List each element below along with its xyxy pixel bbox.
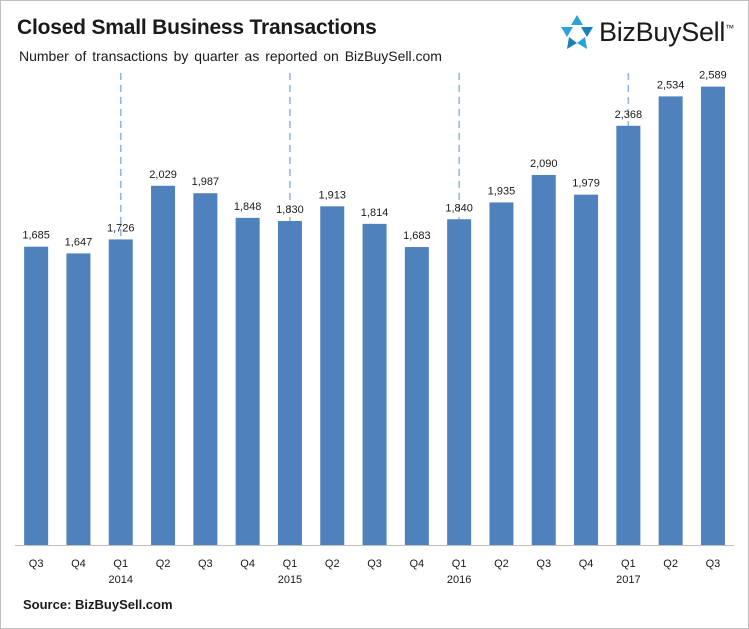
x-tick-label-7: Q2 [325,558,340,570]
bar-0 [24,246,49,545]
value-label-2: 1,726 [107,222,135,234]
x-tick-label-12: Q3 [536,558,551,570]
x-tick-label-2: Q1 [113,558,128,570]
bar-4 [193,193,218,545]
bar-2 [108,239,133,545]
value-label-4: 1,987 [192,176,220,188]
bar-10 [447,219,472,546]
chart-title: Closed Small Business Transactions [17,16,377,39]
value-label-16: 2,589 [699,70,727,82]
source-note: Source: BizBuySell.com [23,597,173,612]
x-tick-label-10: Q1 [452,558,467,570]
bar-13 [574,194,599,545]
bar-14 [616,125,641,545]
value-label-13: 1,979 [572,178,600,190]
x-axis-ticks: Q3 Q4 Q1 2014 Q2 Q3 Q4 Q1 2015 Q2 Q3 Q4 Q1 2016 Q2 Q3 Q4… [29,558,720,586]
value-label-1: 1,647 [65,236,93,248]
value-label-12: 2,090 [530,158,558,170]
bar-11 [489,202,514,545]
value-label-8: 1,814 [361,207,389,219]
bars [24,86,725,546]
x-tick-label-13: Q4 [579,558,594,570]
x-tick-label-8: Q3 [367,558,382,570]
bar-12 [531,174,556,545]
value-label-15: 2,534 [657,79,685,91]
x-tick-label-16: Q3 [706,558,721,570]
bar-8 [362,223,387,546]
x-tick-label-15: Q2 [663,558,678,570]
year-label-2015: 2015 [278,574,302,586]
bar-16 [700,86,725,545]
bizbuysell-logo-text: BizBuySell™ [599,17,734,48]
year-label-2017: 2017 [616,574,640,586]
value-label-9: 1,683 [403,230,431,242]
year-label-2016: 2016 [447,574,471,586]
bar-7 [320,206,345,545]
value-label-0: 1,685 [22,230,50,242]
x-tick-label-3: Q2 [156,558,171,570]
value-label-10: 1,840 [445,202,473,214]
bar-6 [277,221,302,545]
value-label-7: 1,913 [318,189,346,201]
bar-9 [404,247,429,545]
bar-3 [151,185,176,545]
value-labels: 1,685 1,647 1,726 2,029 1,987 1,848 1,830 1,913… [22,70,726,249]
x-tick-label-6: Q1 [283,558,298,570]
bar-5 [235,217,260,545]
x-tick-label-5: Q4 [240,558,255,570]
x-tick-label-4: Q3 [198,558,213,570]
x-tick-label-14: Q1 [621,558,636,570]
bar-15 [658,96,683,545]
value-label-14: 2,368 [615,109,643,121]
value-label-11: 1,935 [488,185,516,197]
x-tick-label-9: Q4 [410,558,425,570]
x-tick-label-11: Q2 [494,558,509,570]
bar-1 [66,253,91,546]
year-label-2014: 2014 [109,574,133,586]
chart-subtitle: Number of transactions by quarter as rep… [19,48,442,64]
trademark-symbol: ™ [725,23,734,33]
bizbuysell-logo-icon [561,15,593,49]
logo-wordmark: BizBuySell [599,17,726,47]
x-tick-label-1: Q4 [71,558,86,570]
x-tick-label-0: Q3 [29,558,44,570]
value-label-6: 1,830 [276,204,304,216]
value-label-5: 1,848 [234,201,262,213]
value-label-3: 2,029 [149,169,177,181]
